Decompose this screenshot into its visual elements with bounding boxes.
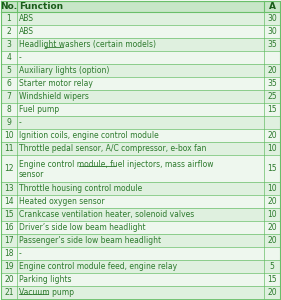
Text: 15: 15 [267, 105, 277, 114]
Bar [1, 129, 280, 142]
Text: 15: 15 [267, 164, 277, 173]
Text: 5: 5 [269, 262, 275, 271]
Text: -: - [19, 53, 22, 62]
Text: 20: 20 [267, 223, 277, 232]
Text: 10: 10 [267, 145, 277, 154]
Text: ABS: ABS [19, 14, 34, 23]
Bar [1, 208, 280, 221]
Bar [1, 182, 280, 195]
Text: 20: 20 [267, 66, 277, 75]
Text: 30: 30 [267, 14, 277, 23]
Text: 1: 1 [7, 14, 11, 23]
Bar [1, 273, 280, 286]
Text: No.: No. [1, 2, 17, 11]
Text: 21: 21 [4, 288, 14, 297]
Text: Headlight washers (certain models): Headlight washers (certain models) [19, 40, 156, 49]
Text: Function: Function [19, 2, 63, 11]
Text: Passenger’s side low beam headlight: Passenger’s side low beam headlight [19, 236, 161, 245]
Text: 10: 10 [4, 131, 14, 140]
Text: 19: 19 [4, 262, 14, 271]
Text: 14: 14 [4, 197, 14, 206]
Text: A: A [269, 2, 275, 11]
Text: Throttle pedal sensor, A/C compressor, e-box fan: Throttle pedal sensor, A/C compressor, e… [19, 145, 206, 154]
Text: 18: 18 [4, 249, 14, 258]
Text: ABS: ABS [19, 27, 34, 36]
Text: 15: 15 [4, 210, 14, 219]
Bar [1, 142, 280, 155]
Bar [1, 1, 280, 12]
Text: 20: 20 [4, 275, 14, 284]
Bar [1, 103, 280, 116]
Bar [1, 51, 280, 64]
Bar [1, 260, 280, 273]
Text: 20: 20 [267, 236, 277, 245]
Bar [1, 116, 280, 129]
Text: 16: 16 [4, 223, 14, 232]
Text: 17: 17 [4, 236, 14, 245]
Bar [1, 77, 280, 90]
Text: 20: 20 [267, 131, 277, 140]
Text: 7: 7 [6, 92, 12, 101]
Text: Windshield wipers: Windshield wipers [19, 92, 89, 101]
Text: 6: 6 [6, 79, 12, 88]
Text: Heated oxygen sensor: Heated oxygen sensor [19, 197, 105, 206]
Text: 8: 8 [7, 105, 11, 114]
Text: 2: 2 [7, 27, 11, 36]
Bar [1, 234, 280, 247]
Text: Engine control module feed, engine relay: Engine control module feed, engine relay [19, 262, 177, 271]
Text: 11: 11 [4, 145, 14, 154]
Bar [1, 12, 280, 25]
Text: 13: 13 [4, 184, 14, 193]
Bar [1, 90, 280, 103]
Text: Auxiliary lights (option): Auxiliary lights (option) [19, 66, 109, 75]
Text: sensor: sensor [19, 170, 44, 179]
Bar [1, 195, 280, 208]
Text: 15: 15 [267, 275, 277, 284]
Text: Engine control module, fuel injectors, mass airflow: Engine control module, fuel injectors, m… [19, 160, 214, 169]
Text: Throttle housing control module: Throttle housing control module [19, 184, 142, 193]
Text: Crankcase ventilation heater, solenoid valves: Crankcase ventilation heater, solenoid v… [19, 210, 194, 219]
Text: Fuel pump: Fuel pump [19, 105, 59, 114]
Text: -: - [19, 118, 22, 127]
Text: 30: 30 [267, 27, 277, 36]
Bar [1, 155, 280, 182]
Text: Vacuum pump: Vacuum pump [19, 288, 74, 297]
Text: 10: 10 [267, 184, 277, 193]
Bar [1, 221, 280, 234]
Text: 35: 35 [267, 40, 277, 49]
Bar [1, 286, 280, 299]
Text: -: - [19, 249, 22, 258]
Bar [1, 247, 280, 260]
Text: 25: 25 [267, 92, 277, 101]
Text: Driver’s side low beam headlight: Driver’s side low beam headlight [19, 223, 146, 232]
Text: 20: 20 [267, 197, 277, 206]
Text: 3: 3 [6, 40, 12, 49]
Text: Ignition coils, engine control module: Ignition coils, engine control module [19, 131, 159, 140]
Bar [1, 25, 280, 38]
Text: 4: 4 [6, 53, 12, 62]
Text: 10: 10 [267, 210, 277, 219]
Text: Starter motor relay: Starter motor relay [19, 79, 93, 88]
Text: Parking lights: Parking lights [19, 275, 71, 284]
Text: 5: 5 [6, 66, 12, 75]
Text: 9: 9 [6, 118, 12, 127]
Text: 20: 20 [267, 288, 277, 297]
Text: 12: 12 [4, 164, 14, 173]
Bar [1, 38, 280, 51]
Text: 35: 35 [267, 79, 277, 88]
Bar [1, 64, 280, 77]
